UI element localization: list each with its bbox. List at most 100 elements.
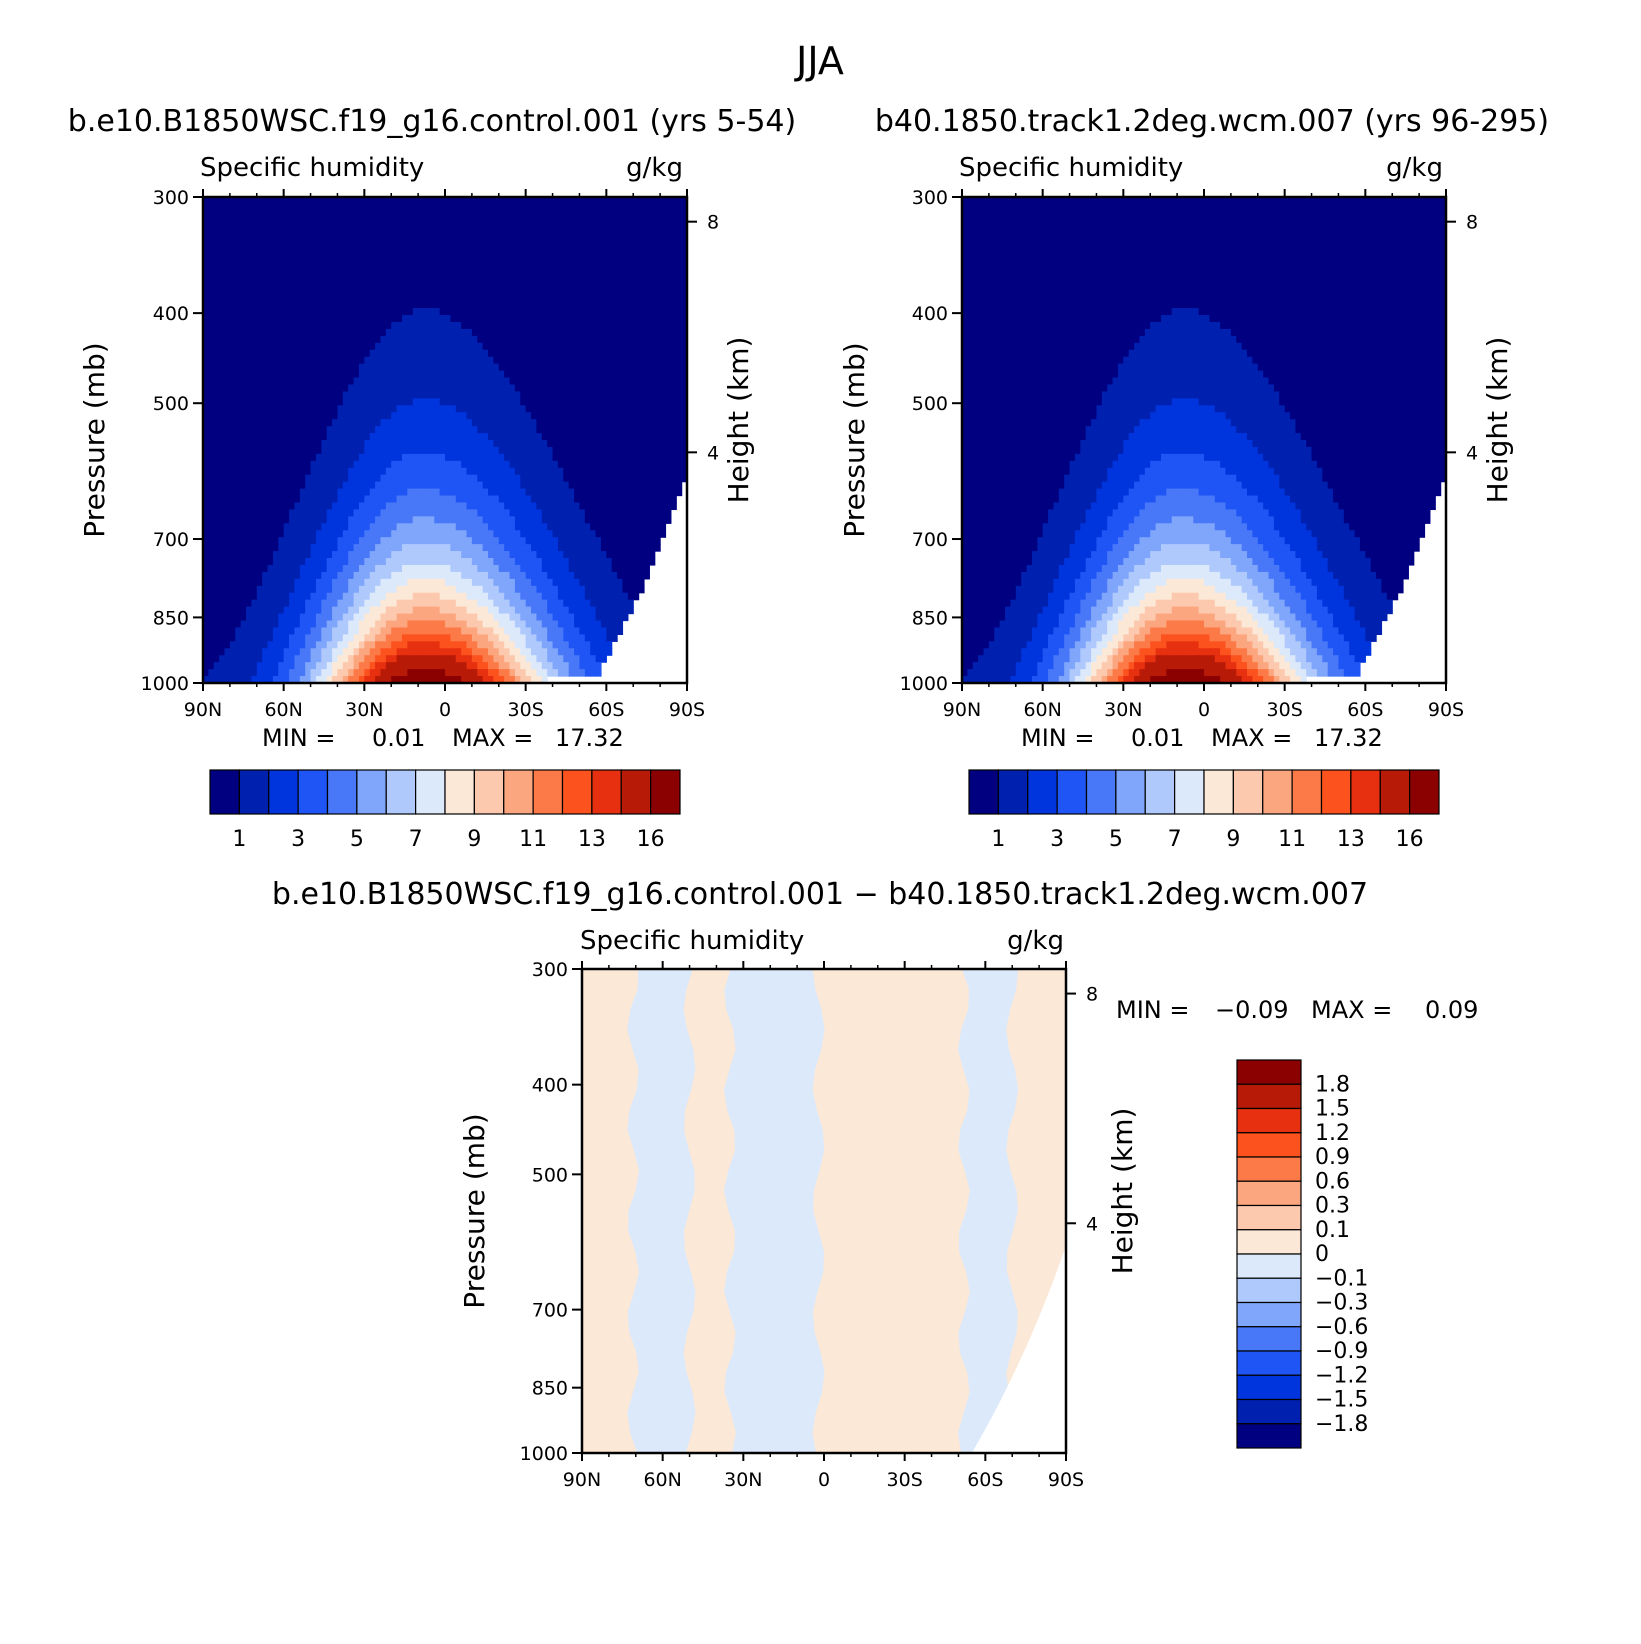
- contour-cell: [482, 280, 489, 288]
- contour-cell: [342, 315, 349, 323]
- contour-cell: [493, 384, 500, 392]
- contour-cell: [643, 315, 650, 323]
- contour-cell: [407, 530, 414, 538]
- contour-cell: [627, 273, 634, 281]
- contour-cell: [445, 523, 451, 531]
- contour-cell: [450, 197, 457, 205]
- contour-cell: [574, 203, 581, 212]
- contour-cell: [670, 280, 677, 288]
- contour-cell: [568, 467, 575, 476]
- contour-cell: [638, 523, 645, 531]
- contour-cell: [504, 433, 511, 441]
- contour-cell: [622, 266, 629, 274]
- contour-cell: [541, 537, 548, 545]
- contour-cell: [579, 259, 586, 268]
- contour-cell: [622, 217, 629, 226]
- contour-cell: [477, 252, 484, 261]
- contour-cell: [557, 544, 564, 552]
- contour-cell: [267, 481, 274, 490]
- contour-cell: [229, 585, 236, 594]
- contour-cell: [369, 544, 376, 552]
- contour-cell: [428, 509, 435, 517]
- contour-cell: [375, 433, 382, 441]
- contour-cell: [611, 335, 618, 344]
- contour-cell: [364, 551, 371, 559]
- contour-cell: [305, 474, 312, 483]
- contour-cell: [504, 197, 511, 205]
- contour-cell: [654, 356, 661, 365]
- contour-cell: [681, 210, 688, 219]
- contour-cell: [445, 578, 451, 587]
- contour-cell: [364, 516, 371, 524]
- contour-cell: [541, 391, 548, 399]
- contour-cell: [224, 217, 231, 226]
- contour-cell: [203, 578, 209, 587]
- contour-cell: [445, 502, 451, 511]
- contour-cell: [213, 315, 220, 323]
- contour-cell: [353, 384, 360, 392]
- contour-cell: [224, 231, 231, 240]
- contour-cell: [466, 426, 473, 434]
- contour-cell: [418, 259, 425, 268]
- contour-cell: [665, 384, 672, 392]
- contour-cell: [229, 280, 236, 288]
- contour-cell: [219, 426, 226, 434]
- contour-cell: [482, 308, 489, 316]
- contour-cell: [676, 460, 683, 469]
- contour-cell: [337, 391, 344, 399]
- contour-cell: [326, 516, 333, 524]
- contour-cell: [488, 349, 494, 358]
- contour-cell: [391, 363, 398, 372]
- contour-cell: [434, 467, 441, 476]
- contour-cell: [670, 231, 677, 240]
- contour-cell: [660, 321, 667, 330]
- contour-cell: [305, 509, 312, 517]
- contour-cell: [219, 273, 226, 281]
- contour-cell: [224, 301, 231, 309]
- contour-cell: [471, 231, 478, 240]
- contour-cell: [643, 446, 650, 455]
- contour-cell: [262, 273, 269, 281]
- contour-cell: [267, 530, 274, 538]
- contour-cell: [342, 509, 349, 517]
- contour-cell: [445, 294, 451, 302]
- contour-cell: [498, 349, 505, 358]
- contour-cell: [283, 446, 290, 455]
- contour-cell: [445, 363, 451, 372]
- contour-cell: [552, 335, 559, 344]
- contour-cell: [418, 474, 425, 483]
- contour-cell: [364, 384, 371, 392]
- contour-cell: [461, 405, 468, 413]
- contour-cell: [262, 467, 269, 476]
- contour-cell: [385, 537, 392, 545]
- contour-cell: [547, 238, 554, 247]
- contour-cell: [450, 266, 457, 274]
- contour-cell: [385, 551, 392, 559]
- contour-cell: [525, 210, 532, 219]
- contour-cell: [337, 460, 344, 469]
- contour-cell: [294, 384, 301, 392]
- contour-cell: [267, 440, 274, 448]
- contour-cell: [547, 419, 554, 427]
- contour-cell: [557, 426, 564, 434]
- contour-cell: [412, 578, 419, 587]
- contour-cell: [466, 363, 473, 372]
- contour-cell: [283, 453, 290, 462]
- contour-cell: [385, 433, 392, 441]
- contour-cell: [439, 363, 446, 372]
- contour-cell: [423, 210, 430, 219]
- contour-cell: [305, 564, 312, 573]
- contour-cell: [353, 558, 360, 566]
- contour-cell: [326, 308, 333, 316]
- contour-cell: [520, 342, 527, 351]
- contour-cell: [461, 349, 468, 358]
- contour-cell: [590, 328, 597, 337]
- contour-cell: [294, 342, 301, 351]
- contour-cell: [531, 349, 538, 358]
- contour-cell: [557, 377, 564, 386]
- contour-cell: [219, 460, 226, 469]
- contour-cell: [219, 377, 226, 386]
- contour-cell: [229, 231, 236, 240]
- contour-cell: [294, 308, 301, 316]
- contour-cell: [450, 280, 457, 288]
